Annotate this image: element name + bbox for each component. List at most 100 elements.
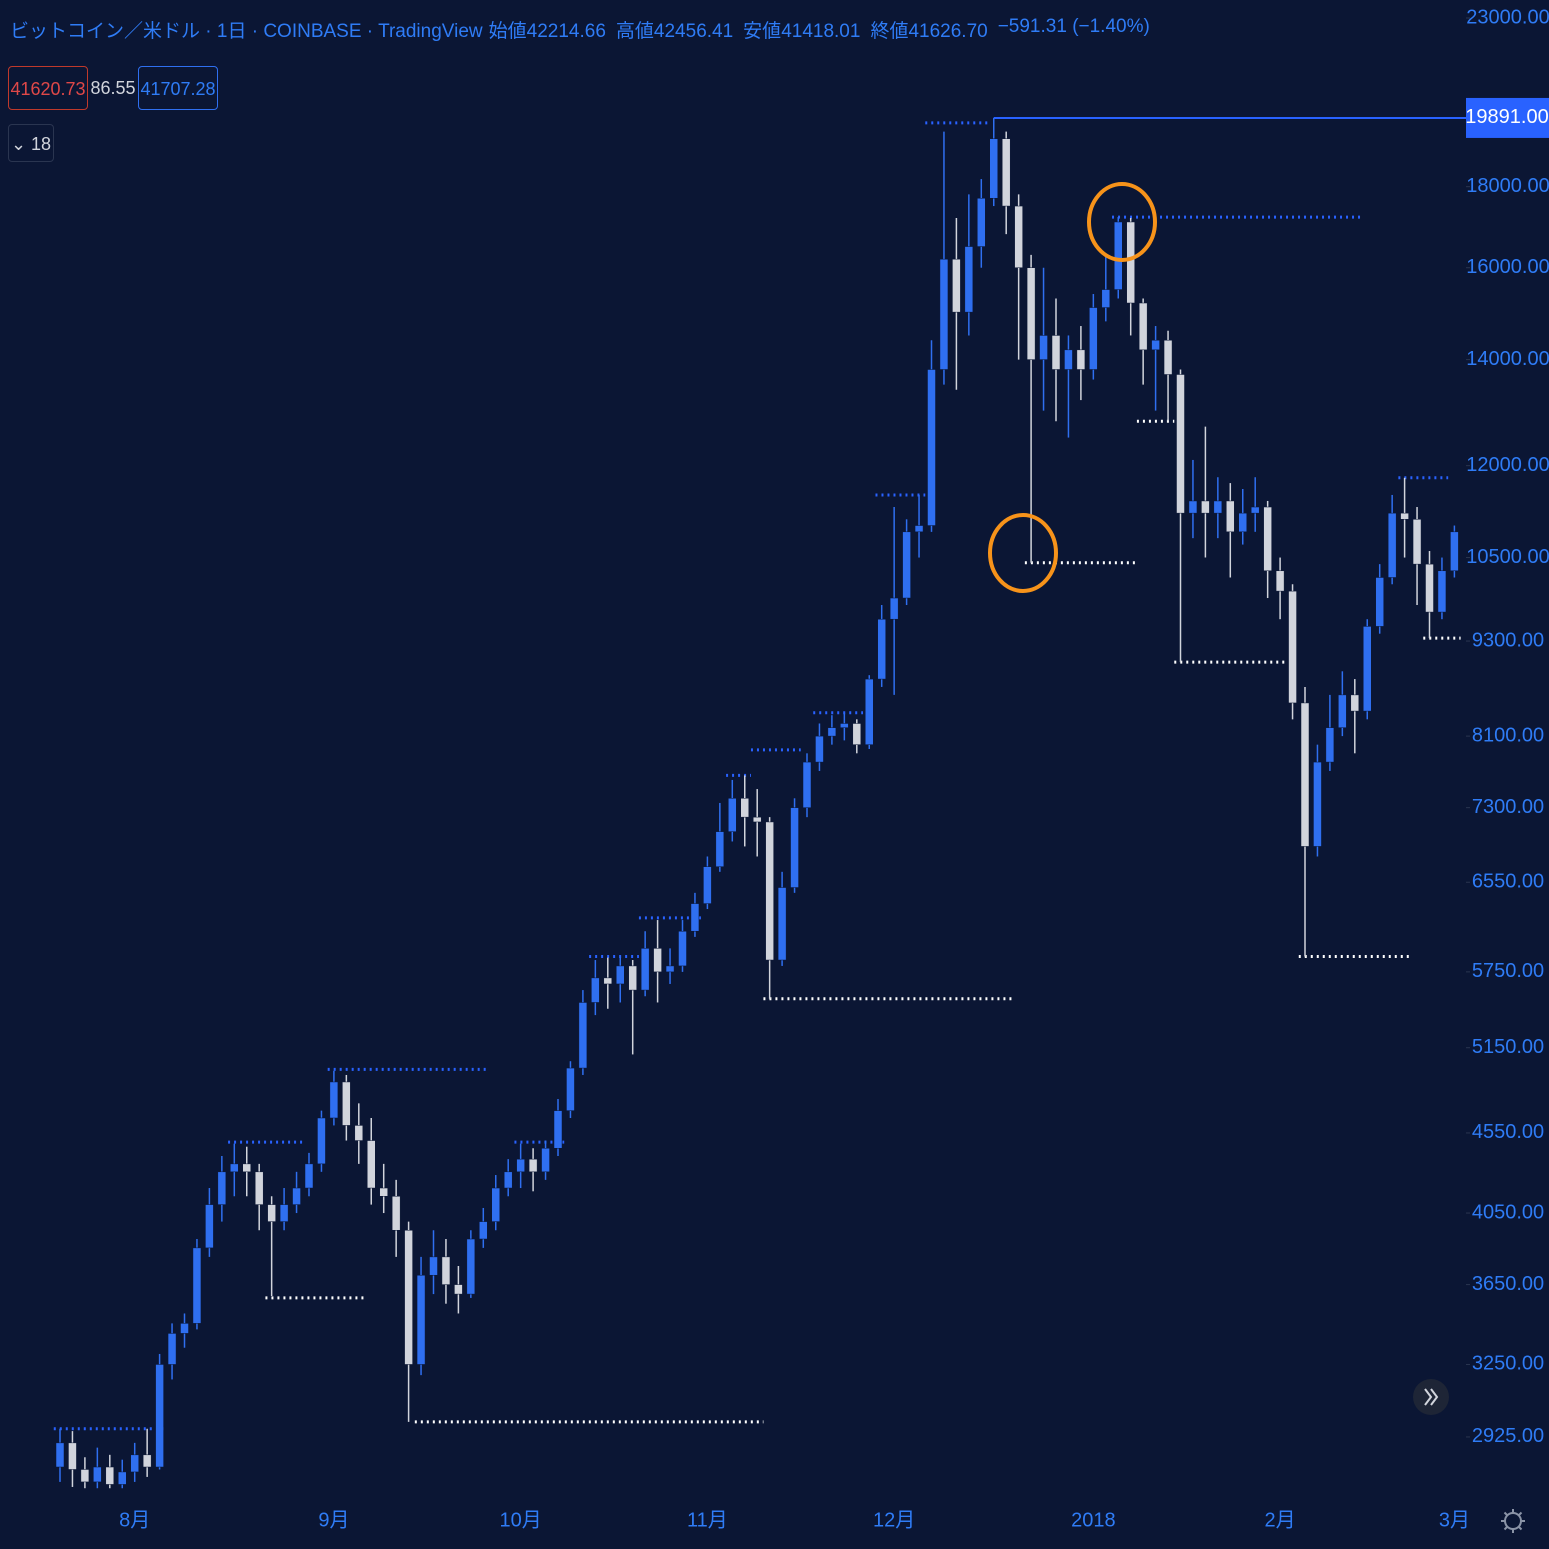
price-label: 19891.00 — [1465, 106, 1548, 128]
y-tick-label: 10500.00 — [1466, 546, 1549, 568]
candle-body — [142, 1454, 152, 1468]
candle-body — [640, 948, 650, 991]
candle-body — [1325, 727, 1335, 763]
symbol-title: ビットコイン／米ドル · 1日 · COINBASE · TradingView — [10, 21, 483, 42]
candle-body — [1400, 512, 1409, 520]
candle-body — [1163, 339, 1173, 375]
legend-value: 41418.01 — [781, 21, 861, 42]
candle-body — [367, 1140, 376, 1189]
plot-area — [53, 117, 1461, 1489]
candle-body — [1026, 267, 1036, 360]
change: −591.31 (−1.40%) — [997, 16, 1150, 37]
candle-body — [1375, 577, 1384, 627]
candle-body — [964, 246, 974, 313]
y-tick-label: 7300.00 — [1472, 796, 1544, 818]
candle-body — [628, 965, 637, 991]
candle-body — [292, 1187, 301, 1205]
candle-body — [1288, 590, 1297, 704]
legend-value: 41626.70 — [908, 21, 988, 42]
candle-body — [254, 1171, 264, 1205]
candle-body — [1089, 307, 1098, 370]
sell-button[interactable]: 41620.73 — [8, 66, 88, 110]
candle-body — [815, 735, 824, 763]
y-tick-label: 4550.00 — [1472, 1121, 1544, 1143]
candle-body — [1126, 221, 1135, 304]
candle-body — [1275, 570, 1285, 592]
candle-body — [1350, 694, 1360, 712]
legend-value: 42214.66 — [526, 21, 606, 42]
candle-body — [553, 1110, 563, 1149]
indicator-count: 18 — [31, 134, 52, 154]
candle-body — [1101, 289, 1111, 308]
candle-body — [1363, 626, 1372, 712]
candle-body — [877, 618, 886, 680]
candle-body — [939, 258, 949, 370]
chevron: ⌄ — [10, 134, 32, 154]
candle-body — [391, 1196, 401, 1231]
candle-body — [1001, 138, 1011, 207]
y-tick-label: 8100.00 — [1472, 724, 1544, 746]
x-tick-label: 10月 — [500, 1509, 542, 1531]
x-tick-label: 8月 — [119, 1509, 150, 1531]
candle-body — [927, 369, 936, 526]
settings-icon[interactable] — [1501, 1509, 1525, 1533]
candle-body — [902, 531, 911, 599]
candle-body — [1114, 221, 1123, 290]
candle-body — [1412, 519, 1422, 565]
candle-body — [777, 887, 787, 961]
candle-body — [752, 816, 762, 823]
candle-body — [1250, 506, 1260, 514]
x-tick-label: 12月 — [873, 1509, 915, 1531]
candle-body — [865, 678, 874, 745]
indicator-toggle[interactable]: ⌄ 18 — [8, 124, 54, 162]
candle-body — [379, 1187, 388, 1197]
header: ビットコイン／米ドル · 1日 · COINBASE · TradingView… — [10, 16, 1150, 43]
candle-body — [889, 597, 899, 620]
candle-body — [304, 1163, 314, 1189]
candle-body — [703, 866, 712, 904]
x-tick-label: 11月 — [687, 1509, 728, 1531]
candle-body — [118, 1471, 127, 1485]
legend-label: 安値 — [743, 21, 782, 42]
candle-body — [578, 1002, 588, 1069]
candle-body — [914, 525, 924, 533]
candle-body — [516, 1158, 525, 1173]
candle-body — [765, 821, 774, 961]
candle-body — [1138, 302, 1148, 351]
candle-body — [591, 977, 600, 1003]
candle-body — [217, 1171, 227, 1205]
candle-body — [566, 1067, 575, 1111]
candle-body — [840, 723, 849, 728]
candle-body — [678, 930, 687, 967]
highlight-circle — [1087, 182, 1157, 262]
candle-body — [802, 761, 812, 808]
candle-body — [952, 258, 961, 313]
candle-body — [93, 1466, 102, 1483]
y-tick-label: 2925.00 — [1472, 1425, 1544, 1447]
candle-body — [790, 807, 799, 888]
candle-body — [690, 903, 700, 932]
candle-body — [977, 197, 986, 247]
candle-body — [653, 948, 662, 973]
gear-teeth — [1501, 1509, 1525, 1533]
candle-body — [1300, 702, 1310, 847]
candle-body — [603, 977, 613, 985]
scroll-icon — [1424, 1388, 1439, 1406]
candle-body — [665, 965, 675, 973]
candle-body — [167, 1333, 177, 1365]
candle-body — [1064, 349, 1073, 370]
buy-button[interactable]: 41707.28 — [138, 66, 218, 110]
candle-body — [329, 1081, 339, 1119]
candle-body — [230, 1163, 239, 1173]
candle-body — [68, 1442, 77, 1470]
candle-body — [130, 1454, 139, 1473]
candle-body — [503, 1171, 513, 1189]
candle-body — [1151, 339, 1160, 351]
candle-body — [1263, 506, 1272, 572]
candle-body — [479, 1221, 488, 1240]
y-tick-label: 16000.00 — [1466, 256, 1549, 278]
candle-body — [1213, 500, 1223, 514]
candle-body — [1039, 335, 1048, 360]
candle-body — [852, 723, 862, 745]
